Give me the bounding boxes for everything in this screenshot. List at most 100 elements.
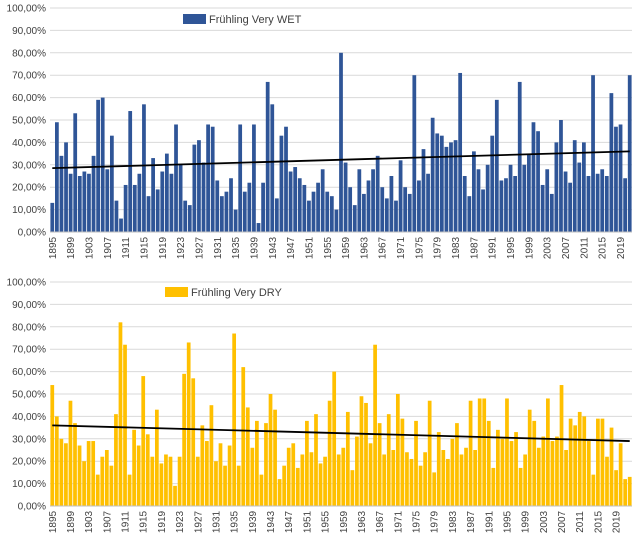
bar: [490, 135, 495, 232]
x-tick-label: 1911: [121, 511, 132, 533]
x-tick-label: 1987: [469, 236, 480, 259]
x-tick-label: 2007: [557, 510, 568, 533]
x-tick-label: 1999: [521, 510, 532, 533]
x-tick-label: 1975: [412, 510, 423, 533]
x-tick-label: 2007: [561, 236, 572, 259]
bar: [182, 373, 186, 506]
bar: [572, 140, 577, 232]
bar: [444, 146, 449, 232]
x-tick-label: 1927: [193, 510, 204, 533]
bar: [618, 124, 623, 232]
bar: [384, 198, 389, 232]
bar: [449, 142, 453, 232]
bar: [391, 450, 396, 506]
bar: [128, 111, 133, 232]
bar: [68, 173, 73, 232]
bar: [614, 126, 618, 232]
bar: [227, 445, 232, 506]
bar: [499, 180, 504, 232]
bar: [73, 423, 77, 506]
bar: [293, 167, 298, 232]
bar: [481, 189, 485, 232]
bar: [242, 191, 247, 232]
legend-swatch: [165, 287, 188, 297]
x-tick-label: 2015: [593, 510, 604, 533]
bar: [174, 124, 178, 232]
y-tick-label: 40,00%: [12, 412, 46, 423]
trendline: [52, 424, 630, 442]
bar: [348, 187, 353, 232]
x-tick-label: 2019: [612, 510, 623, 533]
x-tick-label: 2015: [598, 236, 609, 259]
y-tick-label: 0,00%: [18, 228, 46, 239]
y-tick-label: 30,00%: [12, 160, 46, 171]
bar: [274, 198, 279, 232]
bar: [527, 409, 532, 506]
bar: [323, 456, 327, 506]
x-tick-label: 1951: [304, 236, 315, 259]
bar: [472, 151, 476, 232]
bar: [136, 445, 141, 506]
x-tick-label: 2003: [543, 236, 554, 259]
bar: [364, 402, 368, 506]
bar: [205, 441, 209, 506]
bar: [536, 447, 541, 506]
bar: [59, 438, 64, 506]
y-tick-label: 90,00%: [12, 26, 46, 37]
x-tick-label: 1903: [84, 510, 95, 533]
x-tick-label: 1995: [506, 236, 517, 259]
bar: [334, 209, 339, 232]
x-tick-label: 1907: [102, 510, 113, 533]
bar: [96, 99, 100, 232]
bar: [554, 142, 559, 232]
bar: [412, 75, 417, 232]
bar: [150, 456, 155, 506]
bar: [329, 196, 334, 232]
bar: [459, 454, 464, 506]
bar: [219, 196, 224, 232]
bar: [233, 209, 238, 232]
bar: [192, 144, 197, 232]
bar: [123, 344, 127, 506]
bar: [223, 465, 227, 506]
bar: [400, 418, 405, 506]
bar: [586, 176, 591, 232]
bar: [215, 180, 220, 232]
bar: [95, 474, 100, 506]
bar: [403, 187, 408, 232]
bar: [582, 142, 586, 232]
y-tick-label: 40,00%: [12, 138, 46, 149]
bar: [73, 113, 78, 232]
x-tick-label: 1967: [378, 236, 389, 259]
y-tick-label: 70,00%: [12, 345, 46, 356]
bar: [264, 423, 268, 506]
x-tick-label: 1971: [396, 236, 407, 259]
bar: [623, 479, 628, 506]
legend-swatch: [183, 14, 206, 24]
bar: [256, 223, 261, 232]
bar: [305, 420, 309, 506]
chart-1: 0,00% 10,00% 20,00% 30,00% 40,00% 50,00% 60,00…: [7, 4, 632, 259]
trendline: [52, 150, 630, 170]
bar: [527, 153, 531, 232]
bar: [302, 184, 307, 232]
bar: [307, 200, 311, 232]
bar: [398, 160, 403, 232]
x-tick-label: 1911: [121, 237, 132, 259]
bar: [183, 200, 188, 232]
x-tick-label: 2019: [616, 236, 627, 259]
chart-2: 0,00% 10,00% 20,00% 30,00% 40,00% 50,00% 60,00…: [7, 278, 632, 533]
bar: [430, 117, 435, 232]
bar: [546, 398, 550, 506]
bar: [59, 155, 64, 232]
bar: [177, 456, 182, 506]
bar: [573, 425, 578, 506]
bar: [531, 122, 536, 232]
bar: [297, 178, 302, 232]
bar: [426, 173, 430, 232]
bar: [210, 126, 215, 232]
y-tick-label: 30,00%: [12, 434, 46, 445]
bar: [159, 463, 164, 506]
